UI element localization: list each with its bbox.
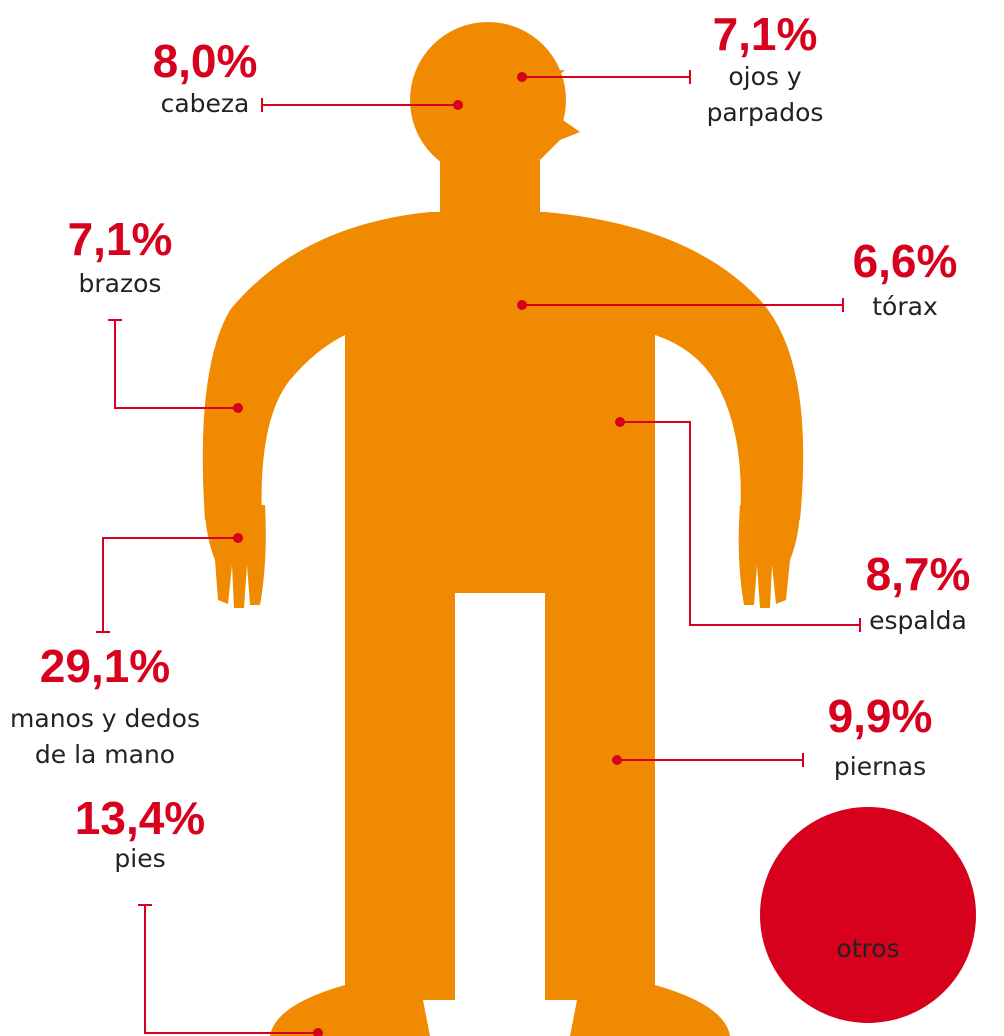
body-figure [202,22,804,1036]
percent-value: 7,1% [713,8,818,60]
body-part-label: tórax [872,292,938,321]
percent-value: 7,1% [68,213,173,265]
percent-value: 8,7% [866,548,971,600]
percent-value: 8,0% [153,35,258,87]
percent-value: 13,4% [75,792,205,844]
percent-value: 6,6% [853,235,958,287]
body-part-label: pies [114,844,165,873]
percent-value: 10,1% [803,870,933,922]
percent-value: 9,9% [828,690,933,742]
others-badge [760,807,976,1023]
leader-lines [96,70,861,1036]
body-part-label: espalda [869,606,967,635]
body-part-label: piernas [834,752,926,781]
body-part-label: manos y dedos [10,704,200,733]
body-part-label: cabeza [161,89,250,118]
body-part-label: parpados [707,98,824,127]
body-part-label: de la mano [35,740,175,769]
body-part-label: ojos y [728,62,802,91]
body-part-label: brazos [79,269,162,298]
percent-value: 29,1% [40,640,170,692]
body-part-label: otros [836,934,899,963]
